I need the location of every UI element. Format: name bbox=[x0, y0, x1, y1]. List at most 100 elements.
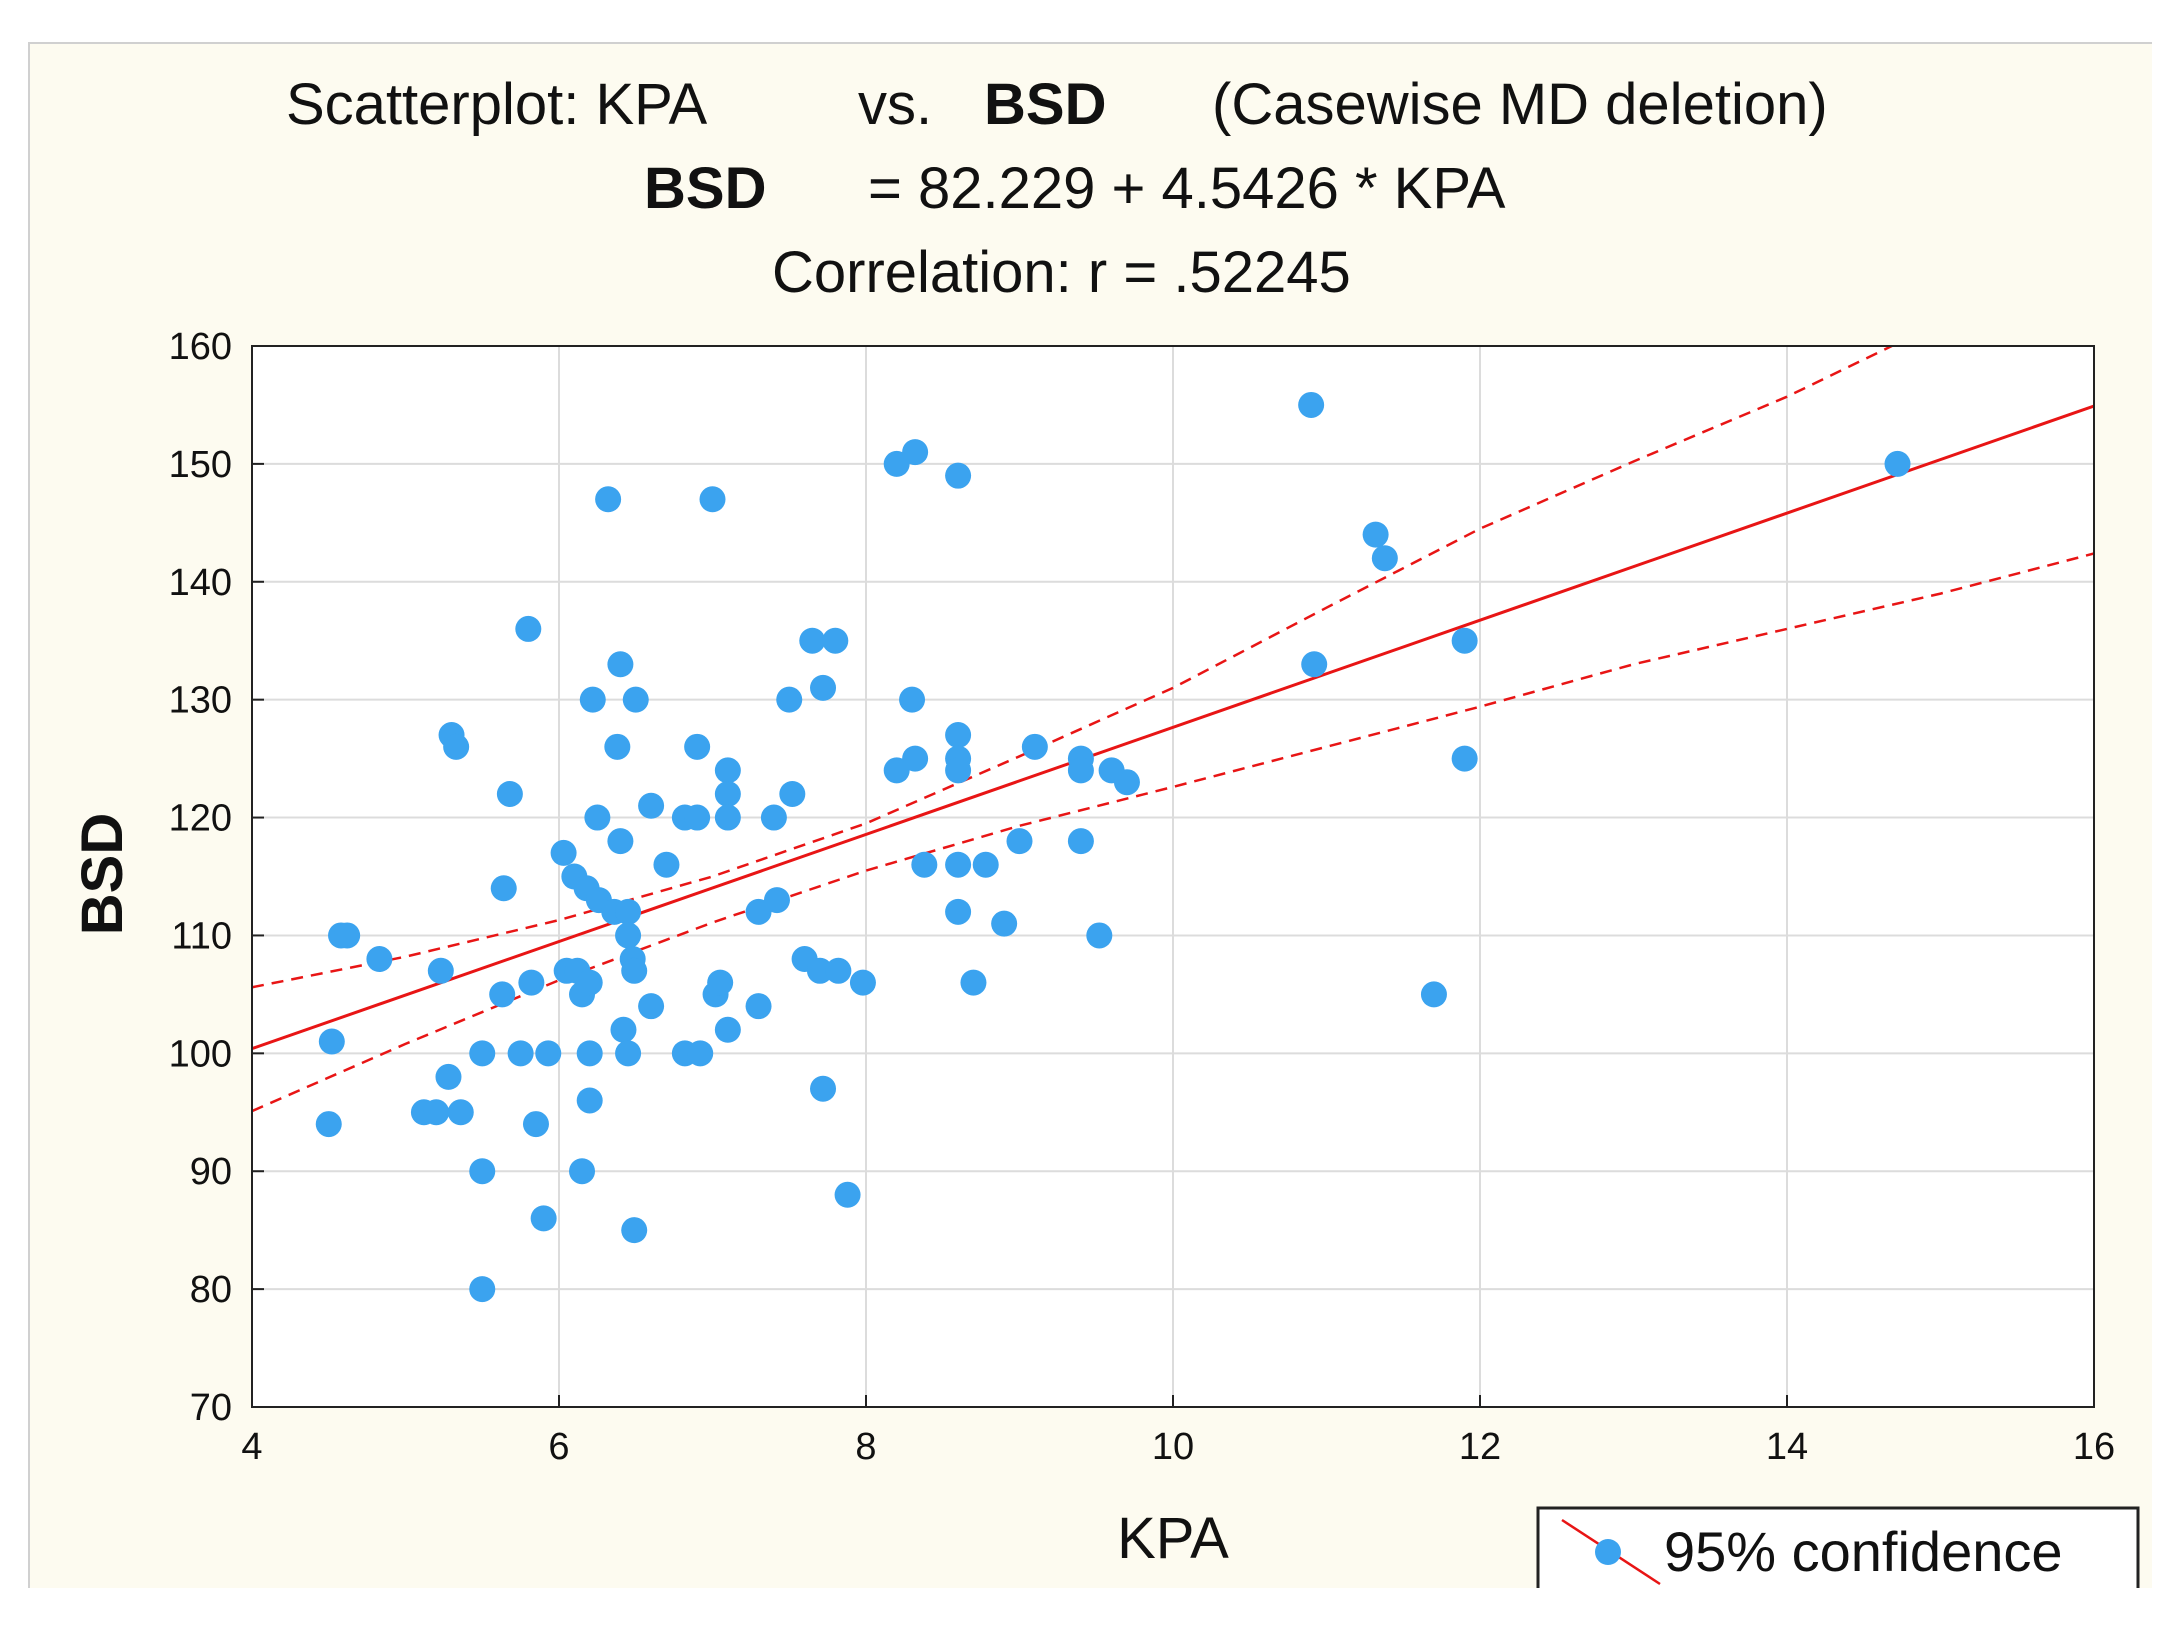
data-point bbox=[745, 898, 772, 925]
data-point bbox=[714, 780, 741, 807]
data-point bbox=[960, 969, 987, 996]
data-point bbox=[945, 722, 972, 749]
data-point bbox=[1298, 391, 1325, 418]
y-tick-label: 150 bbox=[169, 444, 232, 486]
chart-title-prefix: Scatterplot: KPA bbox=[286, 72, 708, 137]
data-point bbox=[427, 957, 454, 984]
data-point bbox=[334, 922, 361, 949]
data-point bbox=[615, 1040, 642, 1067]
data-point bbox=[443, 733, 470, 760]
data-point bbox=[1021, 733, 1048, 760]
data-point bbox=[621, 1217, 648, 1244]
data-point bbox=[972, 851, 999, 878]
data-point bbox=[945, 898, 972, 925]
data-point bbox=[883, 450, 910, 477]
data-point bbox=[825, 957, 852, 984]
data-point bbox=[763, 887, 790, 914]
data-point bbox=[569, 1158, 596, 1185]
equation-lhs: BSD bbox=[644, 156, 766, 221]
data-point bbox=[945, 757, 972, 784]
data-point bbox=[576, 1040, 603, 1067]
data-point bbox=[1451, 627, 1478, 654]
confidence-upper-line bbox=[252, 346, 1895, 989]
y-tick-label: 160 bbox=[169, 326, 232, 368]
regression-line bbox=[252, 404, 2094, 1051]
data-point bbox=[1884, 450, 1911, 477]
data-point bbox=[945, 851, 972, 878]
correlation-text: Correlation: r = .52245 bbox=[772, 240, 1351, 305]
data-point bbox=[911, 851, 938, 878]
data-point bbox=[604, 733, 631, 760]
data-point bbox=[810, 1075, 837, 1102]
chart-title-y-name: BSD bbox=[984, 72, 1106, 137]
data-point bbox=[1451, 745, 1478, 772]
data-point bbox=[522, 1111, 549, 1138]
data-point bbox=[607, 651, 634, 678]
data-point bbox=[1067, 828, 1094, 855]
data-point bbox=[584, 804, 611, 831]
x-tick-label: 10 bbox=[1152, 1426, 1194, 1468]
y-tick-label: 70 bbox=[190, 1387, 232, 1429]
data-point bbox=[621, 957, 648, 984]
data-point bbox=[899, 686, 926, 713]
tick-labels-layer: 4 6 8 10 12 14 16 70 80 90 100 110 120 130 140 150 160 bbox=[169, 326, 2116, 1468]
data-point bbox=[1006, 828, 1033, 855]
legend-box bbox=[1536, 1506, 2140, 1588]
data-point bbox=[1113, 769, 1140, 796]
data-point bbox=[615, 922, 642, 949]
y-tick-label: 120 bbox=[169, 798, 232, 840]
y-tick-label: 130 bbox=[169, 680, 232, 722]
y-tick-label: 110 bbox=[171, 915, 232, 957]
data-point bbox=[507, 1040, 534, 1067]
x-tick-label: 8 bbox=[855, 1426, 876, 1468]
data-point bbox=[447, 1099, 474, 1126]
legend-point-swatch bbox=[1595, 1539, 1621, 1565]
data-point bbox=[638, 993, 665, 1020]
data-point bbox=[315, 1111, 342, 1138]
data-point bbox=[810, 674, 837, 701]
x-tick-label: 12 bbox=[1459, 1426, 1501, 1468]
data-point bbox=[1086, 922, 1113, 949]
data-point bbox=[489, 981, 516, 1008]
data-point bbox=[902, 439, 929, 466]
y-axis-label: BSD bbox=[70, 813, 135, 935]
data-point bbox=[1371, 545, 1398, 572]
data-point bbox=[991, 910, 1018, 937]
data-point bbox=[469, 1158, 496, 1185]
data-point bbox=[435, 1063, 462, 1090]
data-point bbox=[849, 969, 876, 996]
data-point bbox=[576, 969, 603, 996]
x-tick-label: 16 bbox=[2073, 1426, 2115, 1468]
confidence-band-layer bbox=[252, 346, 2094, 1113]
data-point bbox=[776, 686, 803, 713]
x-tick-label: 6 bbox=[548, 1426, 569, 1468]
data-point bbox=[687, 1040, 714, 1067]
data-point bbox=[699, 486, 726, 513]
data-point bbox=[579, 686, 606, 713]
data-point bbox=[515, 615, 542, 642]
data-point bbox=[638, 792, 665, 819]
data-point bbox=[490, 875, 517, 902]
data-point bbox=[607, 828, 634, 855]
data-point bbox=[707, 969, 734, 996]
data-point bbox=[902, 745, 929, 772]
data-point bbox=[834, 1181, 861, 1208]
data-point bbox=[1362, 521, 1389, 548]
data-point bbox=[799, 627, 826, 654]
chart-title-suffix: (Casewise MD deletion) bbox=[1212, 72, 1828, 137]
legend-label: 95% confidence bbox=[1664, 1520, 2063, 1583]
data-point bbox=[1420, 981, 1447, 1008]
data-point bbox=[714, 757, 741, 784]
chart-title-vs: vs. bbox=[858, 72, 932, 137]
data-point bbox=[622, 686, 649, 713]
data-point bbox=[684, 733, 711, 760]
data-point bbox=[469, 1276, 496, 1303]
data-point bbox=[945, 462, 972, 489]
data-point bbox=[1301, 651, 1328, 678]
data-point bbox=[714, 1016, 741, 1043]
y-tick-label: 100 bbox=[169, 1033, 232, 1075]
data-point bbox=[595, 486, 622, 513]
data-point bbox=[530, 1205, 557, 1232]
data-point bbox=[653, 851, 680, 878]
legend: 95% confidence bbox=[1536, 1506, 2140, 1588]
